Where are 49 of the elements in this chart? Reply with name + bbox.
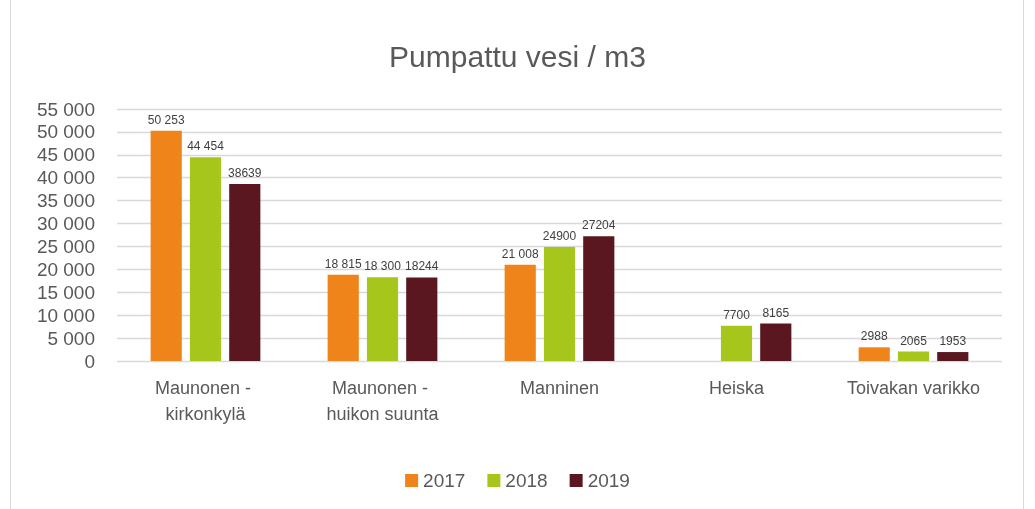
bar xyxy=(229,183,261,361)
y-tick-label: 5 000 xyxy=(47,327,95,349)
y-tick-label: 10 000 xyxy=(36,304,95,326)
bar xyxy=(150,130,182,361)
bar xyxy=(897,351,930,361)
data-label: 27204 xyxy=(582,218,616,233)
bar xyxy=(189,157,222,361)
y-tick-label: 15 000 xyxy=(36,281,95,303)
y-tick-label: 0 xyxy=(84,350,95,372)
data-label: 1953 xyxy=(939,334,967,349)
legend-label: 2019 xyxy=(587,470,630,491)
data-label: 8165 xyxy=(762,305,790,320)
data-label: 18244 xyxy=(405,259,439,274)
bar xyxy=(858,347,890,361)
data-label: 18 815 xyxy=(324,256,362,271)
bar xyxy=(583,236,615,361)
data-label: 18 300 xyxy=(364,259,402,274)
data-label: 44 454 xyxy=(187,139,225,154)
data-label: 2988 xyxy=(860,329,888,344)
data-label: 2065 xyxy=(900,333,928,348)
legend-label: 2017 xyxy=(423,470,466,491)
bar xyxy=(543,246,576,361)
x-tick-label: Heiska xyxy=(708,378,765,398)
data-label: 24900 xyxy=(542,228,577,243)
bar xyxy=(760,323,792,361)
y-tick-label: 20 000 xyxy=(36,258,95,280)
y-tick-label: 50 000 xyxy=(36,121,95,143)
bar xyxy=(406,277,438,361)
legend-label: 2018 xyxy=(505,470,548,491)
bar xyxy=(327,274,359,361)
y-tick-label: 30 000 xyxy=(36,213,95,235)
y-tick-label: 25 000 xyxy=(36,235,95,257)
y-tick-label: 35 000 xyxy=(36,190,95,212)
x-tick-label: Maunonen - huikon suunta xyxy=(326,378,440,424)
y-tick-label: 40 000 xyxy=(36,167,95,189)
x-tick-label: Maunonen - kirkonkylä xyxy=(154,378,257,424)
bar xyxy=(366,277,399,361)
data-label: 50 253 xyxy=(147,112,185,127)
chart-title: Pumpattu vesi / m3 xyxy=(389,39,646,73)
data-label: 21 008 xyxy=(501,246,539,261)
x-tick-label: Toivakan varikko xyxy=(846,378,981,398)
y-tick-label: 45 000 xyxy=(36,144,95,166)
bar xyxy=(937,352,969,361)
data-label: 7700 xyxy=(723,307,751,322)
bar xyxy=(504,264,536,361)
y-tick-label: 55 000 xyxy=(36,98,95,120)
bar xyxy=(720,325,753,361)
x-tick-label: Manninen xyxy=(519,378,600,398)
data-label: 38639 xyxy=(228,165,262,180)
